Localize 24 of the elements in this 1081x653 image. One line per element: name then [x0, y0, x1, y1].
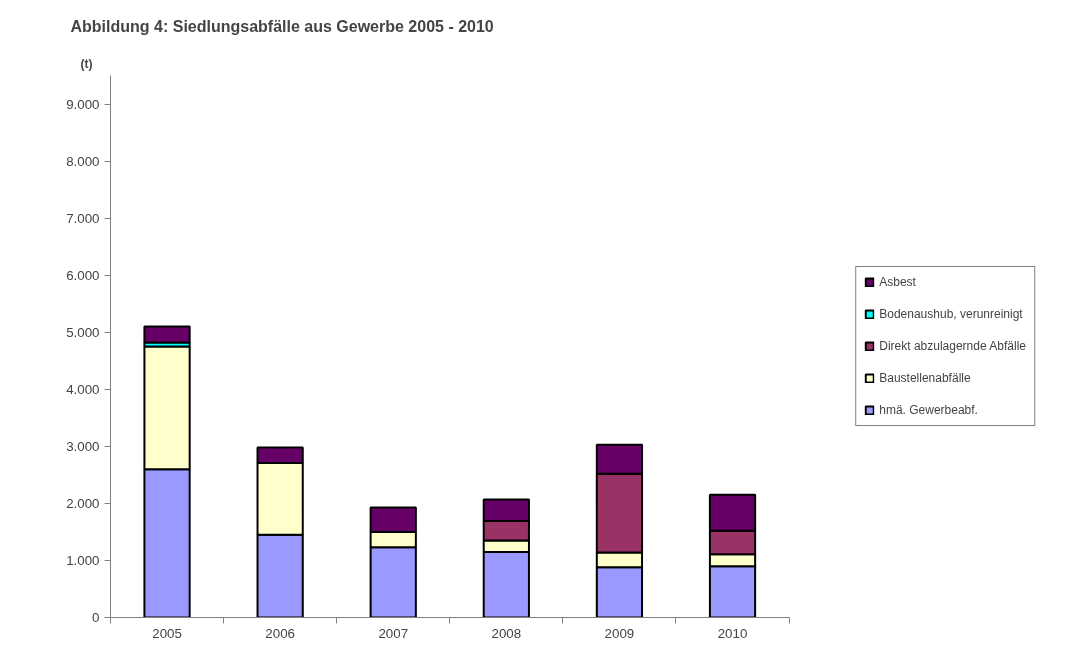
x-tick-label: 2008 — [491, 625, 522, 641]
y-tick-label: 6.000 — [66, 267, 100, 283]
y-tick-label: 3.000 — [66, 438, 100, 454]
x-tick-label: 2007 — [378, 625, 409, 641]
y-tick-label: 5.000 — [66, 324, 100, 340]
x-tick-label: 2010 — [717, 625, 748, 641]
x-tick-label: 2009 — [604, 625, 635, 641]
y-tick-label: 0 — [92, 610, 100, 625]
y-tick-label: 7.000 — [66, 210, 100, 226]
y-tick-label: 4.000 — [66, 381, 100, 397]
legend-label: Asbest — [879, 275, 916, 289]
legend-label: hmä. Gewerbeabf. — [879, 403, 978, 417]
y-tick-label: 2.000 — [66, 495, 100, 511]
bar — [143, 325, 191, 344]
y-tick-label: 1.000 — [66, 552, 100, 568]
x-tick-label: 2006 — [265, 625, 295, 641]
legend-label: Direkt abzulagernde Abfälle — [879, 339, 1026, 353]
legend-label: Bodenaushub, verunreinigt — [879, 307, 1023, 321]
legend-label: Baustellenabfälle — [879, 371, 971, 385]
y-tick-label: 8.000 — [66, 153, 100, 169]
y-tick-label: 9.000 — [66, 96, 100, 112]
x-tick-label: 2005 — [152, 625, 182, 641]
y-axis-title: (t) — [80, 56, 93, 71]
chart-title: Abbildung 4: Siedlungsabfälle aus Gewerbe 2005 - 2010 — [70, 17, 494, 35]
